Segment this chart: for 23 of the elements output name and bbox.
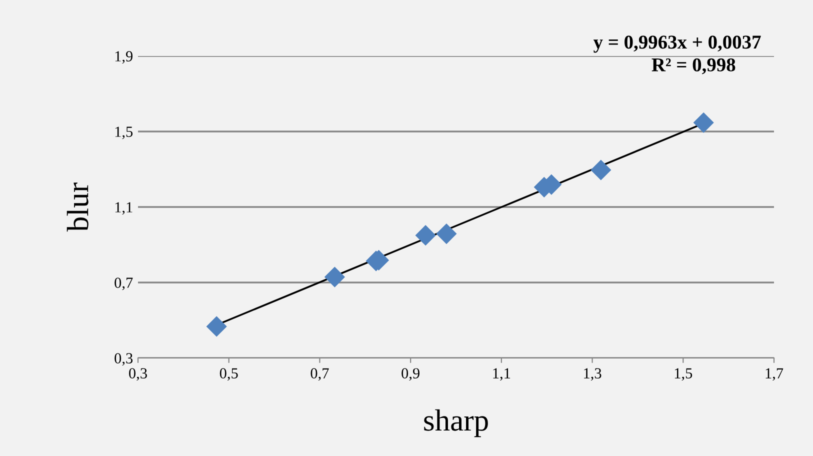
y-tick-label: 1,1 (115, 202, 132, 215)
x-tick-label: 0,5 (220, 368, 238, 381)
x-tick-label: 1,7 (766, 368, 784, 381)
y-tick-label: 1,9 (115, 51, 133, 64)
point (206, 316, 227, 337)
x-tick-label: 1,5 (674, 368, 692, 381)
y-tick-label: 1,5 (115, 126, 133, 140)
y-tick-label: 0,7 (114, 278, 133, 290)
annotation: R² = 0,998 (652, 58, 736, 74)
y-axis-title: blur (66, 182, 88, 232)
text: y = 0,9963x + 0,0037 (593, 36, 761, 53)
point (590, 160, 612, 180)
point (436, 224, 457, 244)
x-tick-label: 1,1 (493, 368, 510, 381)
x-axis-title: sharp (424, 409, 488, 438)
x-tick-label: 1,3 (584, 368, 602, 381)
point (415, 225, 436, 246)
y-tick-label: 0,3 (114, 353, 133, 366)
x-tick-label: 0,7 (310, 368, 329, 381)
point (324, 266, 346, 288)
point (693, 112, 714, 133)
x-tick-label: 0,3 (129, 368, 147, 381)
x-tick-label: 0,9 (402, 368, 420, 381)
